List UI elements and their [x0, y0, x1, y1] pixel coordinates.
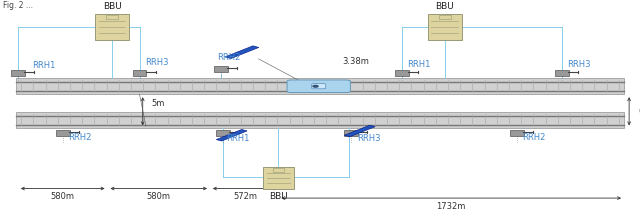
- FancyBboxPatch shape: [106, 16, 118, 19]
- Text: RRH1: RRH1: [226, 134, 250, 143]
- FancyBboxPatch shape: [95, 14, 129, 40]
- Text: 580m: 580m: [51, 192, 75, 201]
- Circle shape: [313, 85, 318, 87]
- Polygon shape: [216, 130, 247, 141]
- Text: Fig. 2 ...: Fig. 2 ...: [3, 1, 33, 10]
- FancyBboxPatch shape: [344, 130, 358, 136]
- Polygon shape: [225, 46, 259, 59]
- Text: RRH2: RRH2: [522, 133, 546, 142]
- Text: RRH3: RRH3: [145, 58, 168, 67]
- Polygon shape: [344, 125, 375, 137]
- Text: RRH3: RRH3: [357, 134, 381, 143]
- FancyBboxPatch shape: [510, 130, 524, 136]
- FancyBboxPatch shape: [428, 14, 462, 40]
- FancyBboxPatch shape: [216, 130, 230, 136]
- FancyBboxPatch shape: [395, 70, 409, 76]
- Text: RRH3: RRH3: [567, 60, 591, 69]
- Bar: [16, 78, 624, 94]
- FancyBboxPatch shape: [11, 70, 25, 76]
- FancyBboxPatch shape: [439, 16, 451, 19]
- Bar: [16, 112, 624, 128]
- Text: 5m: 5m: [151, 99, 164, 108]
- FancyBboxPatch shape: [312, 84, 326, 89]
- Text: BBU: BBU: [435, 2, 454, 11]
- Text: RRH1: RRH1: [407, 60, 431, 69]
- FancyBboxPatch shape: [56, 130, 70, 136]
- Text: BBU: BBU: [102, 2, 122, 11]
- FancyBboxPatch shape: [273, 168, 284, 172]
- Text: RRH1: RRH1: [32, 61, 56, 70]
- Text: 6m: 6m: [639, 107, 640, 116]
- FancyBboxPatch shape: [263, 167, 294, 189]
- FancyBboxPatch shape: [214, 66, 228, 72]
- Text: BBU: BBU: [269, 192, 288, 201]
- FancyBboxPatch shape: [287, 80, 351, 92]
- Text: 3.38m: 3.38m: [342, 57, 369, 66]
- FancyBboxPatch shape: [555, 70, 569, 76]
- Text: 1732m: 1732m: [436, 202, 466, 211]
- FancyBboxPatch shape: [132, 70, 147, 76]
- Text: RRH2: RRH2: [218, 53, 241, 62]
- Text: RRH2: RRH2: [68, 133, 92, 142]
- Text: 572m: 572m: [233, 192, 257, 201]
- Text: 580m: 580m: [147, 192, 171, 201]
